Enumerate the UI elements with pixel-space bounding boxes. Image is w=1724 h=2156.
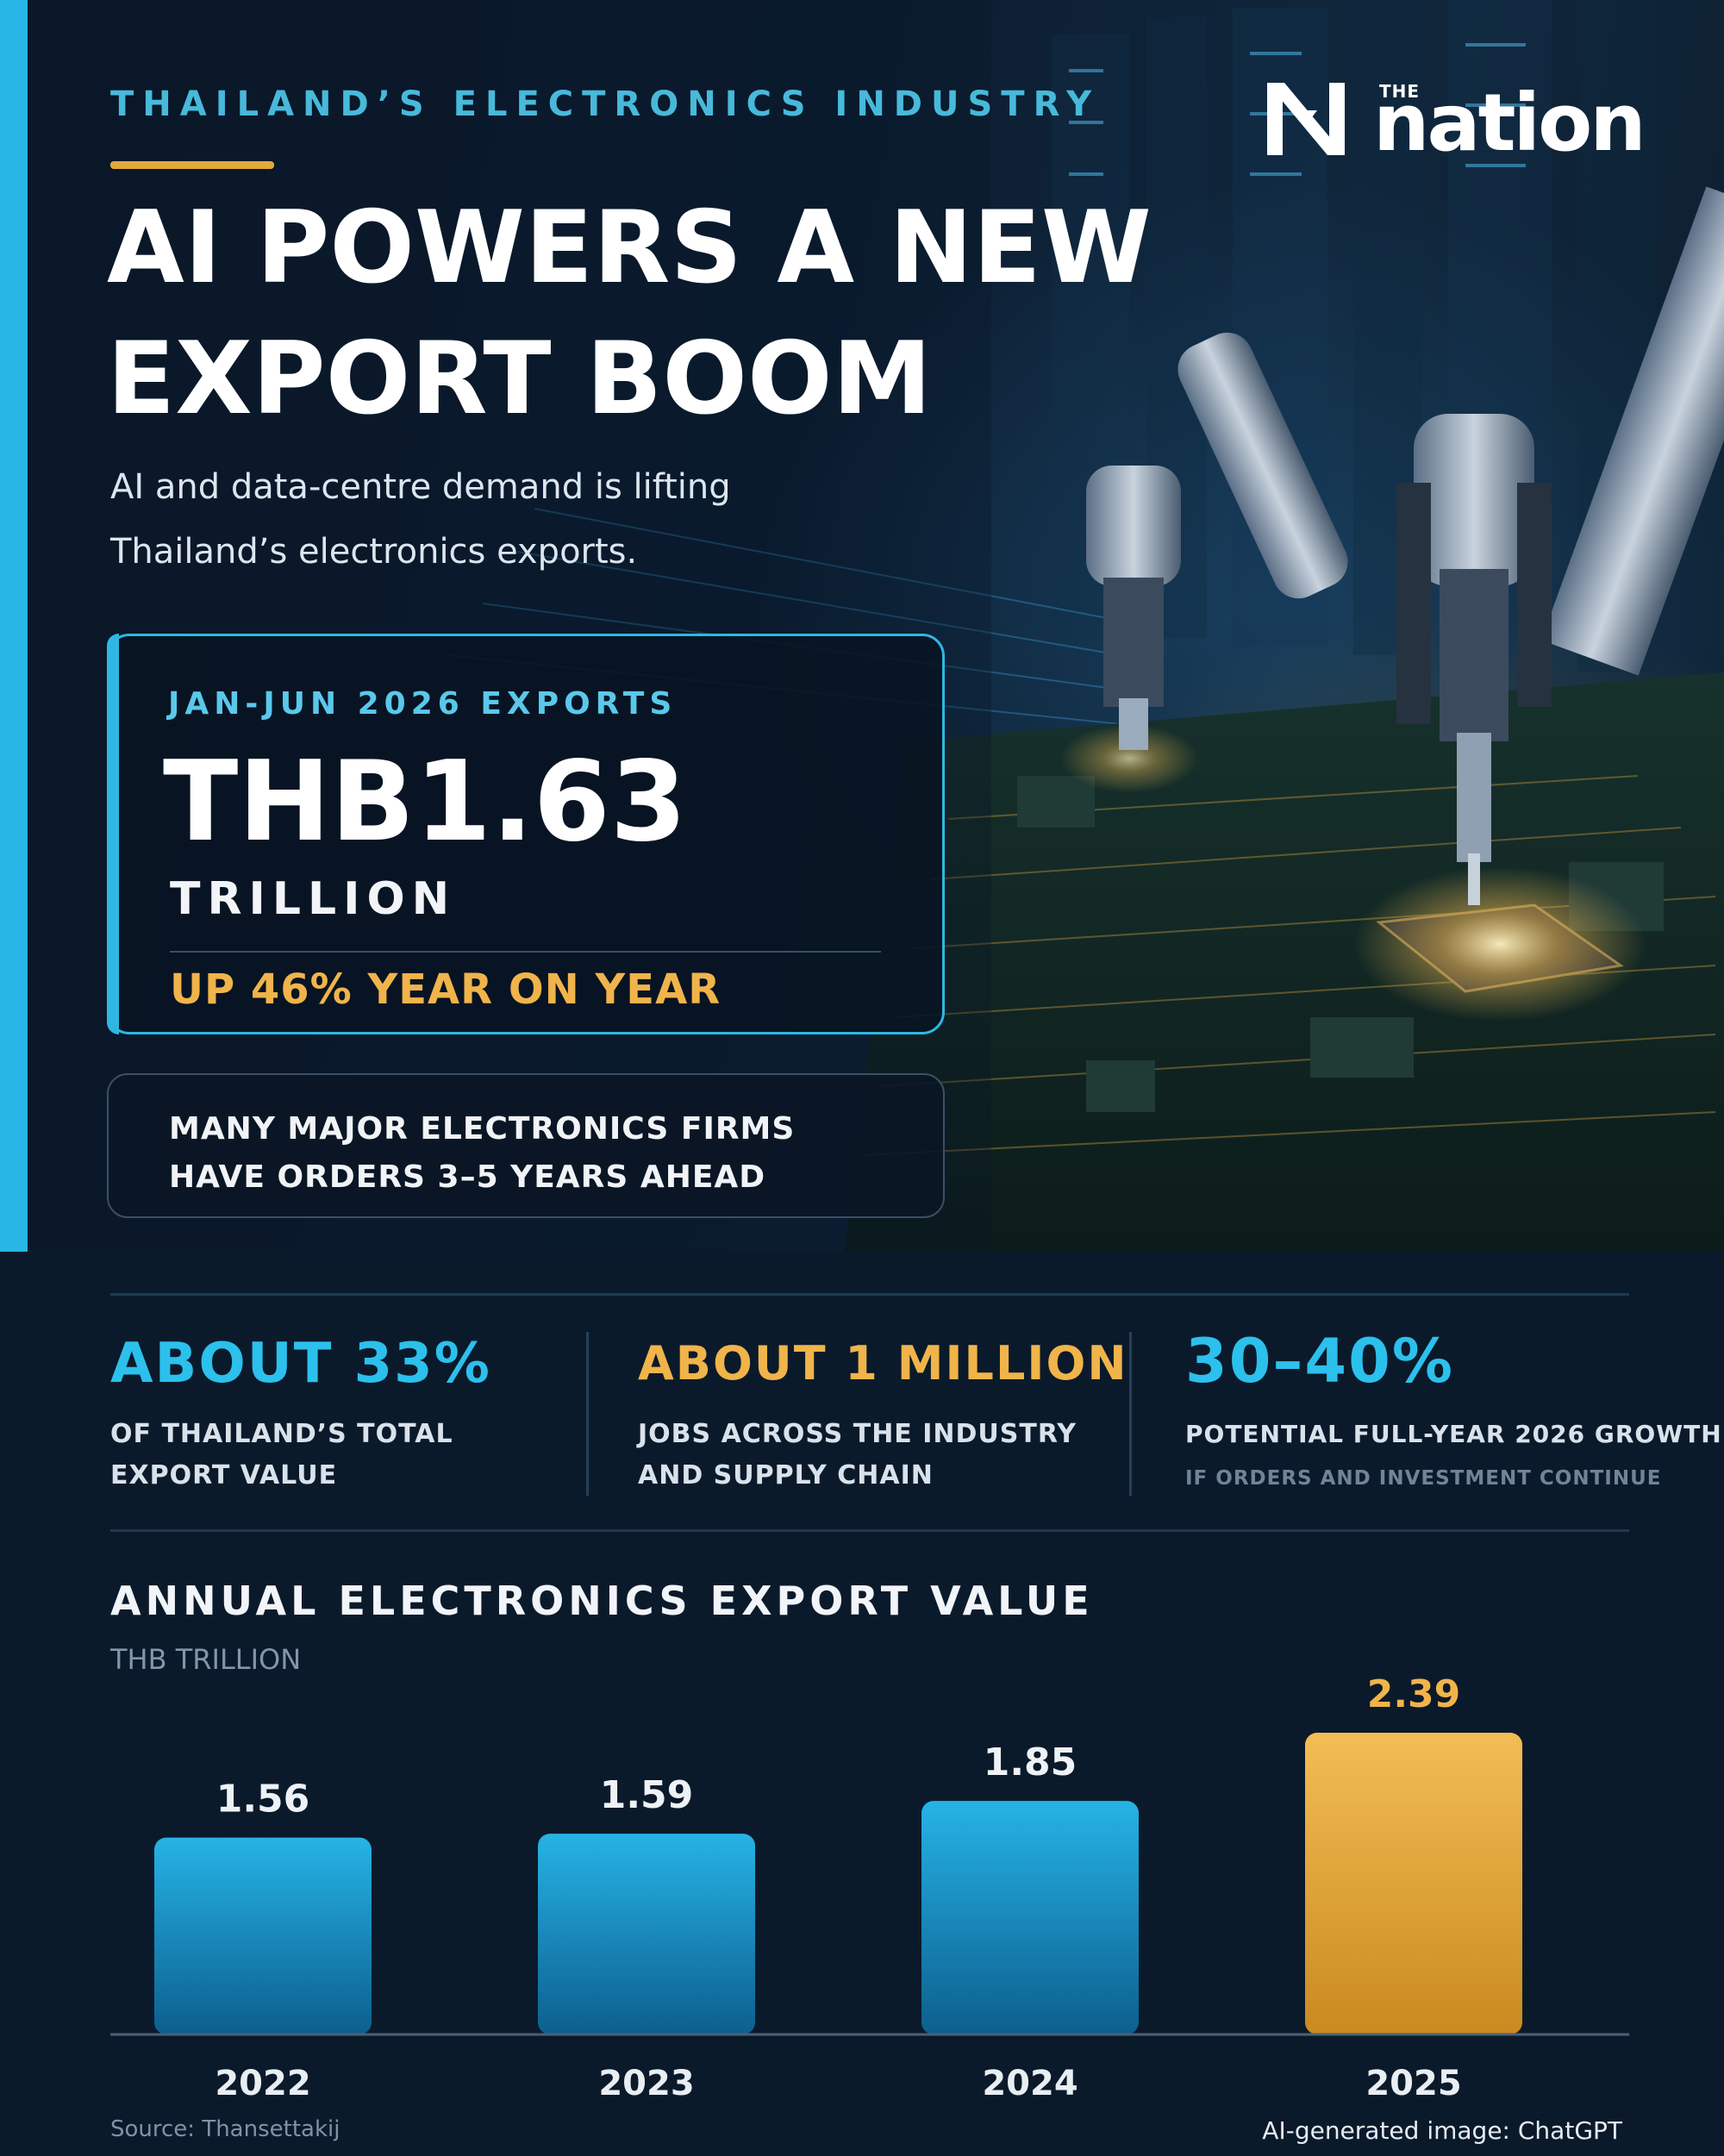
left-accent-bar [0, 0, 28, 1252]
kpi-growth-value: 30–40% [1185, 1326, 1454, 1397]
card-divider [170, 951, 881, 953]
chart-title: ANNUAL ELECTRONICS EXPORT VALUE [110, 1578, 1094, 1624]
half-year-exports-card: JAN-JUN 2026 EXPORTS THB1.63 TRILLION UP… [107, 634, 945, 1034]
kpi-separator-2 [1129, 1332, 1132, 1496]
kpi-jobs-value: ABOUT 1 MILLION [638, 1336, 1128, 1390]
card-growth: UP 46% YEAR ON YEAR [170, 966, 721, 1014]
logo-the: THE [1379, 81, 1421, 102]
card-accent [107, 634, 119, 1034]
kpi-growth-note: IF ORDERS AND INVESTMENT CONTINUE [1185, 1467, 1662, 1490]
kpi-export-share-desc-1: OF THAILAND’S TOTAL [110, 1419, 453, 1449]
kpi-export-share-desc-2: EXPORT VALUE [110, 1460, 338, 1490]
kpi-growth-desc: POTENTIAL FULL-YEAR 2026 GROWTH [1185, 1420, 1722, 1448]
bar-2025 [1305, 1733, 1522, 2034]
orders-callout: MANY MAJOR ELECTRONICS FIRMS HAVE ORDERS… [107, 1073, 945, 1218]
card-unit: TRILLION [170, 873, 457, 925]
section-divider-top [110, 1293, 1629, 1296]
chart-unit-label: THB TRILLION [110, 1643, 302, 1676]
bar-value-label-2024: 1.85 [984, 1740, 1078, 1784]
headline: AI POWERS A NEW EXPORT BOOM [107, 183, 1152, 445]
kpi-separator-1 [586, 1332, 589, 1496]
bar-value-label-2025: 2.39 [1367, 1672, 1461, 1716]
orders-line-1: MANY MAJOR ELECTRONICS FIRMS [169, 1111, 796, 1147]
x-tick-label-2024: 2024 [982, 2064, 1078, 2103]
logo-wordmark: nation [1373, 77, 1646, 169]
subtitle-line-1: AI and data-centre demand is lifting [110, 467, 731, 507]
headline-line-2: EXPORT BOOM [107, 321, 932, 437]
bar-value-label-2023: 1.59 [600, 1773, 694, 1817]
bar-2023 [538, 1834, 755, 2034]
bar-2024 [921, 1801, 1139, 2034]
section-divider-bottom [110, 1529, 1629, 1532]
kpi-export-share-desc: OF THAILAND’S TOTAL EXPORT VALUE [110, 1414, 453, 1497]
nation-logo-icon [1267, 83, 1345, 155]
headline-line-1: AI POWERS A NEW [107, 190, 1152, 306]
eyebrow-underline [110, 161, 274, 169]
kpi-export-share-value: ABOUT 33% [110, 1332, 491, 1396]
eyebrow-label: THAILAND’S ELECTRONICS INDUSTRY [110, 84, 1101, 124]
x-tick-label-2022: 2022 [215, 2064, 310, 2103]
x-tick-label-2023: 2023 [598, 2064, 694, 2103]
subtitle-line-2: Thailand’s electronics exports. [110, 532, 638, 572]
source-note: Source: Thansettakij [110, 2116, 340, 2142]
subtitle: AI and data-centre demand is lifting Tha… [110, 455, 886, 584]
kpi-jobs-desc-1: JOBS ACROSS THE INDUSTRY [638, 1419, 1078, 1449]
export-value-bar-chart: 1.56 2022 1.59 2023 1.85 2024 2.39 2025 [110, 1672, 1629, 2103]
orders-line-2: HAVE ORDERS 3–5 YEARS AHEAD [169, 1159, 766, 1195]
kpi-jobs-desc-2: AND SUPPLY CHAIN [638, 1460, 934, 1490]
kpi-jobs-desc: JOBS ACROSS THE INDUSTRY AND SUPPLY CHAI… [638, 1414, 1077, 1497]
card-label: JAN-JUN 2026 EXPORTS [168, 686, 678, 722]
bar-value-label-2022: 1.56 [216, 1778, 310, 1822]
image-credit: AI-generated image: ChatGPT [1262, 2116, 1622, 2145]
card-value: THB1.63 [163, 738, 687, 866]
x-tick-label-2025: 2025 [1365, 2064, 1461, 2103]
bar-2022 [154, 1837, 372, 2034]
